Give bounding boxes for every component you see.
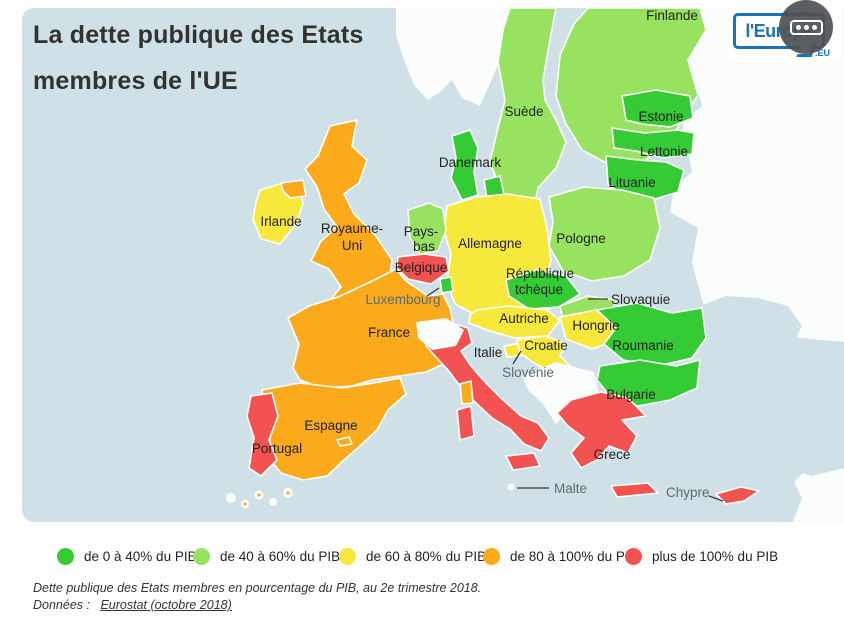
country-lituanie <box>605 155 685 201</box>
title-line-2: membres de l'UE <box>33 67 238 95</box>
label-suede: Suède <box>504 104 543 119</box>
legend-item-0-40: de 0 à 40% du PIB <box>57 544 197 568</box>
country-roumanie <box>596 302 707 367</box>
legend-item-100-plus: plus de 100% du PIB <box>625 544 778 568</box>
legend-dot-100-plus <box>625 547 642 565</box>
island-crete <box>610 482 659 498</box>
legend-dot-80-100 <box>483 547 500 565</box>
label-estonie: Estonie <box>638 109 683 124</box>
country-danemark <box>450 129 479 201</box>
country-portugal <box>246 392 279 477</box>
label-luxembourg: Luxembourg <box>365 292 440 307</box>
page-title: La dette publique des Etats membres de l… <box>33 12 363 104</box>
country-chypre <box>715 486 760 505</box>
country-estonie <box>621 89 694 128</box>
land-balkans <box>522 362 600 424</box>
legend-dot-60-80 <box>339 547 356 565</box>
label-irlande: Irlande <box>260 214 301 229</box>
black-sea <box>700 296 802 350</box>
country-belgique <box>396 253 450 285</box>
source-line: Données : Eurostat (octobre 2018) <box>33 598 232 612</box>
legend-label-40-60: de 40 à 60% du PIB <box>220 548 341 564</box>
footnote: Dette publique des Etats membres en pour… <box>33 581 482 595</box>
callout-slovenie <box>512 350 522 365</box>
source-link[interactable]: Eurostat (octobre 2018) <box>100 598 232 612</box>
country-italie <box>425 322 550 452</box>
island-sardaigne <box>456 405 475 441</box>
label-grece: Grece <box>594 447 631 462</box>
land-russia-east <box>636 8 844 344</box>
label-pologne: Pologne <box>556 231 606 246</box>
toute-leurope-logo[interactable]: l'Europe TOUTE .EU <box>727 0 841 62</box>
label-portugal: Portugal <box>252 441 302 456</box>
land-suisse <box>416 318 464 350</box>
country-republique-tcheque <box>505 269 581 310</box>
island-balear-dot <box>355 431 361 437</box>
country-luxembourg <box>439 276 454 294</box>
label-rep-tcheque-2: tchèque <box>515 282 563 297</box>
label-bulgarie: Bulgarie <box>606 387 656 402</box>
label-finlande: Finlande <box>646 8 698 23</box>
logo-eu-text: .EU <box>815 48 831 58</box>
label-autriche: Autriche <box>499 311 549 326</box>
chat-bubble-icon <box>779 0 833 54</box>
label-slovaquie: Slovaquie <box>611 292 670 307</box>
label-hongrie: Hongrie <box>572 318 619 333</box>
ellipsis-icon <box>789 19 823 35</box>
country-irlande-du-nord <box>280 179 307 199</box>
country-autriche <box>468 305 561 339</box>
label-pays-bas-1: Pays- <box>404 224 439 239</box>
label-royaume-uni-1: Royaume- <box>321 221 383 236</box>
legend-item-80-100: de 80 à 100% du PIB <box>483 544 638 568</box>
legend-item-40-60: de 40 à 60% du PIB <box>193 544 340 568</box>
label-danemark: Danemark <box>439 155 502 170</box>
label-belgique: Belgique <box>395 260 448 275</box>
legend-label-0-40: de 0 à 40% du PIB <box>84 548 197 564</box>
island-baleares <box>336 436 353 447</box>
source-prefix: Données : <box>33 598 90 612</box>
label-allemagne: Allemagne <box>458 236 522 251</box>
country-lettonie <box>611 127 695 159</box>
country-pologne <box>548 186 661 282</box>
label-roumanie: Roumanie <box>612 338 674 353</box>
legend-dot-40-60 <box>193 547 210 565</box>
label-malte: Malte <box>554 481 587 496</box>
legend: de 0 à 40% du PIB de 40 à 60% du PIB de … <box>0 544 844 568</box>
island-corse <box>459 380 474 405</box>
label-espagne: Espagne <box>304 418 357 433</box>
label-pays-bas-2: bas <box>413 239 435 254</box>
legend-label-100-plus: plus de 100% du PIB <box>652 548 779 564</box>
label-slovenie: Slovénie <box>502 365 554 380</box>
island-sicile <box>505 452 541 471</box>
country-grece <box>556 391 647 469</box>
callout-luxembourg <box>426 287 440 297</box>
islands-canaries <box>226 488 293 508</box>
label-lettonie: Lettonie <box>640 144 688 159</box>
country-bulgarie <box>596 359 701 407</box>
label-france: France <box>368 325 410 340</box>
legend-label-80-100: de 80 à 100% du PIB <box>510 548 638 564</box>
land-middle-east <box>792 466 844 524</box>
country-malte <box>507 483 515 491</box>
label-rep-tcheque-1: République <box>506 266 574 281</box>
label-italie: Italie <box>474 345 503 360</box>
label-croatie: Croatie <box>524 338 568 353</box>
europe-map: Finlande Suède Estonie Lettonie Lituanie… <box>22 7 844 524</box>
country-pays-bas <box>407 202 447 255</box>
title-line-1: La dette publique des Etats <box>33 21 364 49</box>
label-chypre: Chypre <box>666 485 710 500</box>
callout-chypre <box>708 495 724 502</box>
legend-dot-0-40 <box>57 547 74 565</box>
land-turkey <box>736 344 844 476</box>
legend-item-60-80: de 60 à 80% du PIB <box>339 544 486 568</box>
legend-label-60-80: de 60 à 80% du PIB <box>366 548 487 564</box>
label-royaume-uni-2: Uni <box>342 238 362 253</box>
label-lituanie: Lituanie <box>608 175 655 190</box>
